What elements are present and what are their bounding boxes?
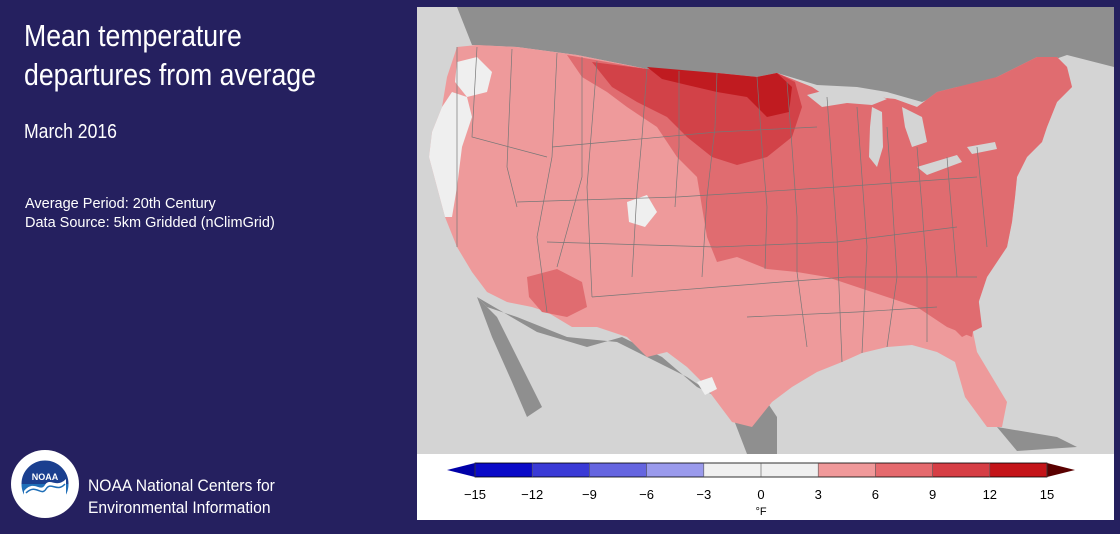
legend-tick-label: −3	[696, 487, 711, 502]
legend-tick-label: −15	[464, 487, 486, 502]
data-source-text: Data Source: 5km Gridded (nClimGrid)	[25, 215, 275, 231]
southeast-warm-patch	[937, 277, 982, 337]
extreme-warm-core	[647, 67, 792, 117]
legend-bin	[761, 463, 819, 477]
temperature-departure-map	[417, 7, 1114, 454]
mexico-landmass	[477, 297, 777, 454]
org-name-line-2: Environmental Information	[88, 498, 271, 517]
southwest-warm-patch	[527, 269, 587, 317]
lake-erie	[917, 155, 962, 175]
lake-huron	[902, 107, 927, 147]
legend-bin	[932, 463, 991, 477]
legend-bin	[532, 463, 590, 477]
legend-tick-label: 15	[1040, 487, 1054, 502]
noaa-logo-icon: NOAA	[11, 450, 79, 518]
legend-tick-label: 0	[757, 487, 764, 502]
legend-bins	[475, 463, 1048, 477]
legend-bin	[589, 463, 648, 477]
state-boundaries	[456, 46, 988, 363]
page-title: Mean temperature departures from average	[24, 16, 316, 94]
northwest-near-normal-patch	[455, 57, 492, 97]
legend-bin	[703, 463, 762, 477]
legend-bin	[875, 463, 934, 477]
average-period-text: Average Period: 20th Century	[25, 196, 216, 212]
org-name-line-1: NOAA National Centers for	[88, 476, 275, 495]
legend-bin	[475, 463, 533, 477]
title-line-2: departures from average	[24, 57, 316, 92]
lake-ontario	[967, 142, 997, 154]
legend-tick-label: −9	[582, 487, 597, 502]
legend-ticks: −15 −12 −9 −6 −3 0 3 6 9 12 15	[464, 463, 1054, 502]
svg-text:NOAA: NOAA	[32, 472, 59, 482]
page-subtitle: March 2016	[24, 121, 117, 143]
metadata-block: Average Period: 20th Century Data Source…	[25, 195, 275, 233]
legend-tick-label: 6	[872, 487, 879, 502]
legend-tick-label: 3	[815, 487, 822, 502]
legend-bin	[646, 463, 705, 477]
lake-michigan	[869, 107, 883, 167]
legend-tick-label: −12	[521, 487, 543, 502]
title-line-1: Mean temperature	[24, 18, 242, 53]
legend-under-arrow	[447, 463, 475, 477]
legend-bin	[989, 463, 1048, 477]
color-legend: −15 −12 −9 −6 −3 0 3 6 9 12 15 °F	[447, 462, 1075, 518]
canada-landmass	[457, 7, 1114, 102]
legend-tick-label: 9	[929, 487, 936, 502]
legend-tick-label: 12	[983, 487, 997, 502]
baja-california	[477, 297, 542, 417]
org-name: NOAA National Centers for Environmental …	[88, 475, 275, 519]
map-panel: −15 −12 −9 −6 −3 0 3 6 9 12 15 °F	[417, 7, 1114, 520]
legend-unit-label: °F	[755, 506, 766, 518]
legend-tick-label: −6	[639, 487, 654, 502]
pacific-coast-near-normal	[429, 92, 472, 217]
colorado-near-normal-patch	[627, 195, 657, 227]
cuba-landmass	[997, 427, 1077, 451]
legend-bin	[818, 463, 876, 477]
texas-near-normal-patch	[697, 377, 717, 395]
legend-over-arrow	[1047, 463, 1075, 477]
lake-superior	[807, 87, 887, 107]
